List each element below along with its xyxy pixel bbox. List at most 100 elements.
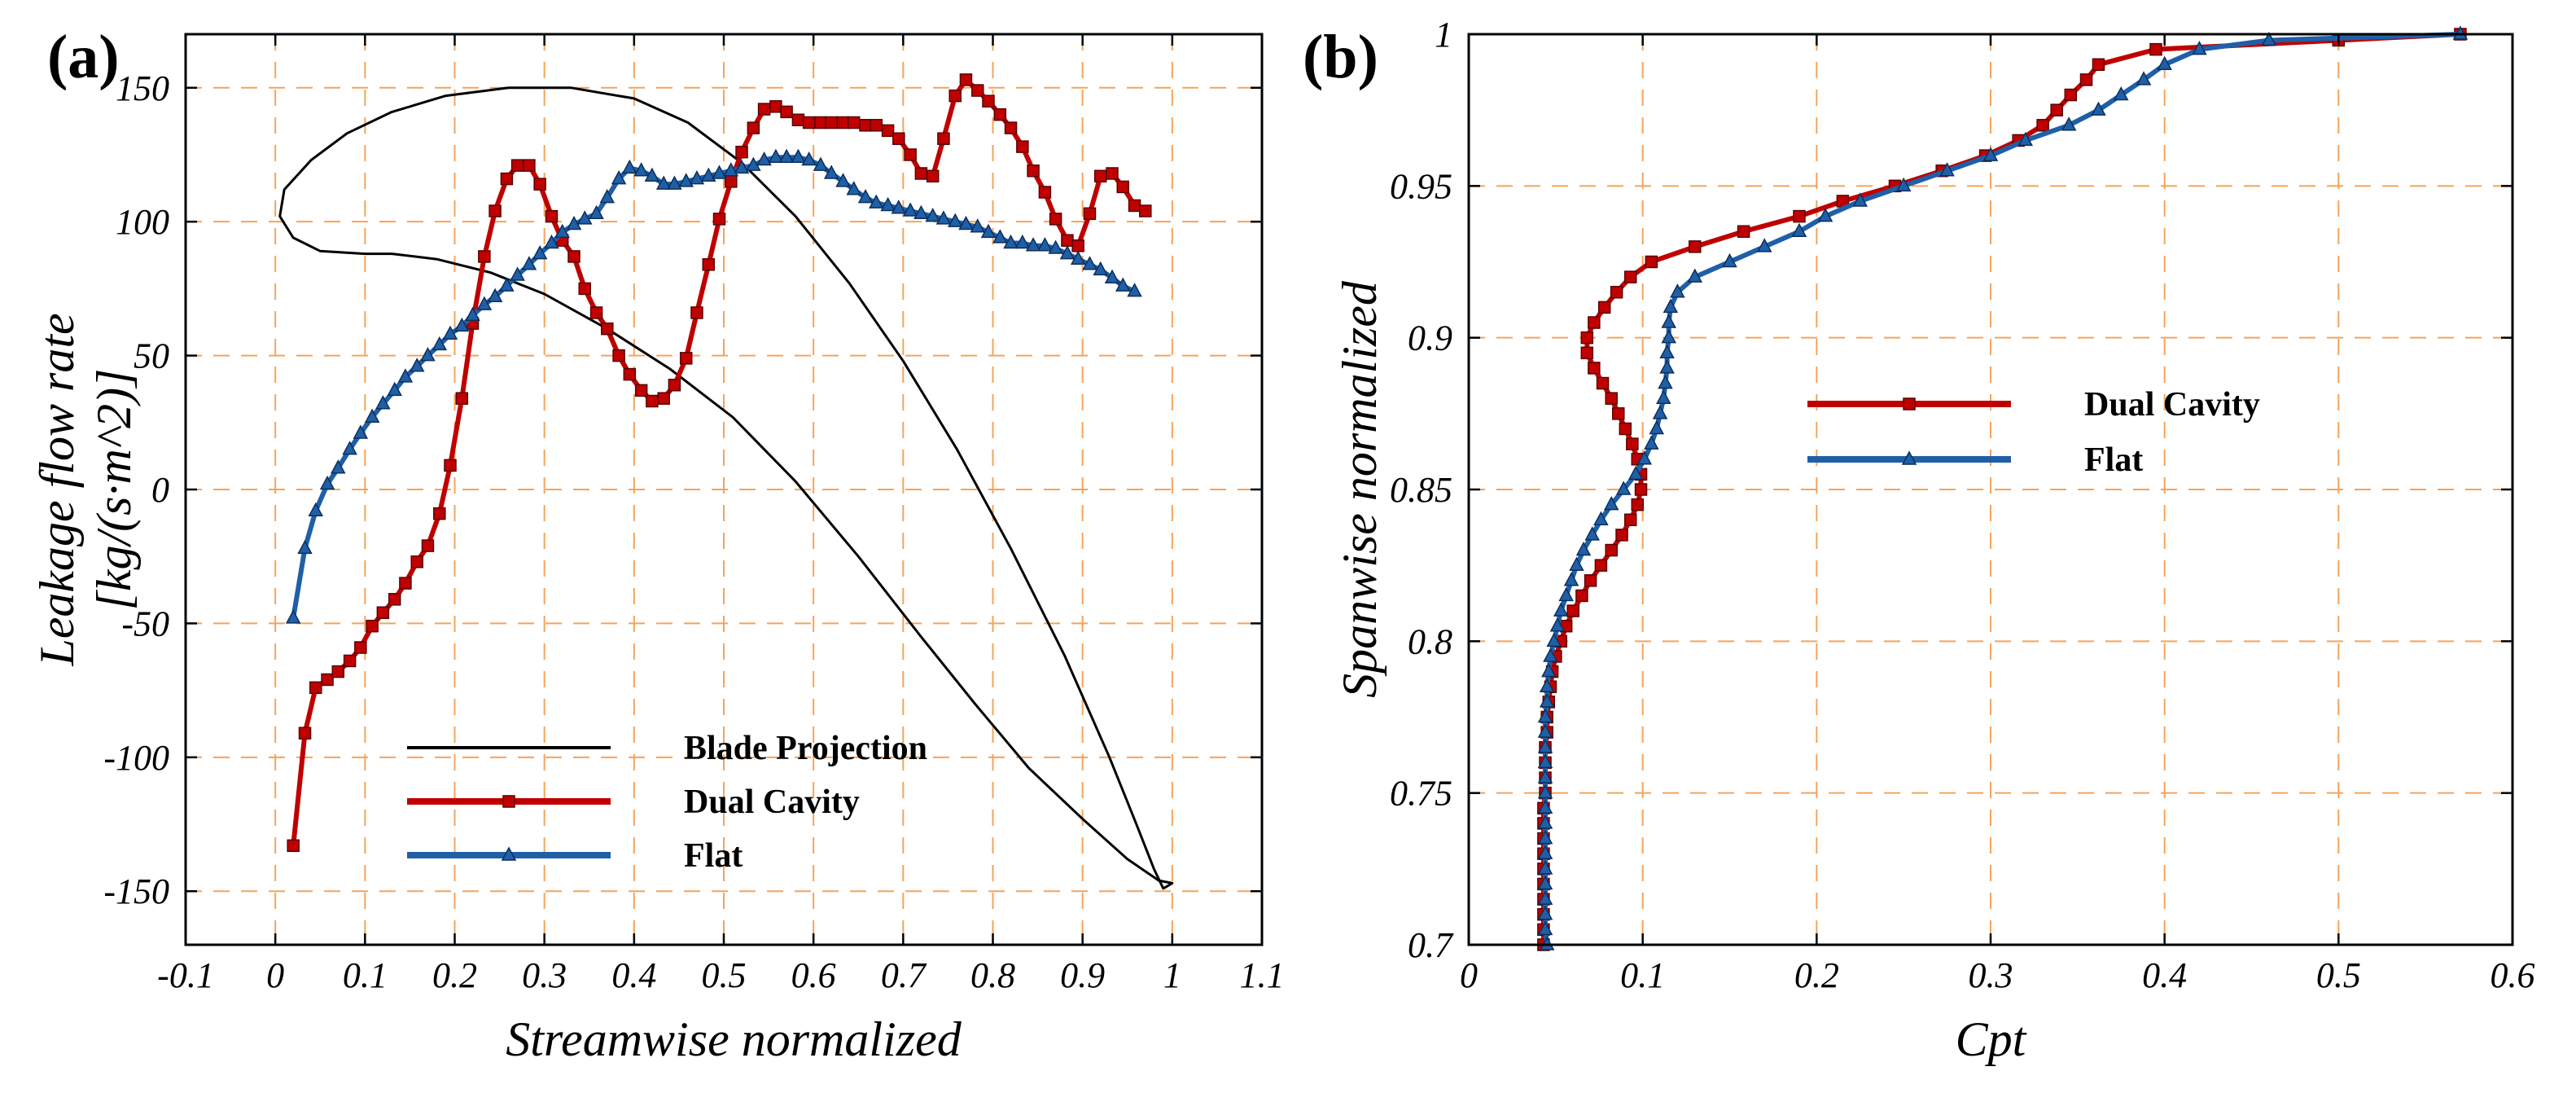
data-point-1-46 <box>1756 238 1772 252</box>
data-point-1-50 <box>1895 177 1912 192</box>
data-point-1-8 <box>1537 814 1553 829</box>
data-point-2-22 <box>532 245 548 260</box>
data-point-1-18 <box>1541 663 1557 678</box>
x-tick-label: 0.7 <box>881 955 927 995</box>
data-point-1-52 <box>870 119 883 132</box>
data-point-1-39 <box>725 175 738 188</box>
data-point-1-7 <box>366 619 379 633</box>
x-tick-label: 0.5 <box>702 955 747 995</box>
data-point-2-38 <box>712 165 727 179</box>
data-point-2-29 <box>611 169 627 185</box>
y-tick-label: 100 <box>116 202 169 242</box>
data-point-2-47 <box>813 156 829 171</box>
data-point-0-47 <box>1737 225 1750 238</box>
data-point-1-13 <box>433 507 446 520</box>
data-point-2-49 <box>835 173 851 187</box>
data-point-1-9 <box>1537 799 1553 814</box>
data-point-2-63 <box>992 229 1008 244</box>
legend-label: Dual Cavity <box>684 784 860 821</box>
data-point-1-73 <box>1106 167 1119 180</box>
data-point-1-29 <box>1603 496 1619 511</box>
data-point-1-14 <box>1537 723 1553 738</box>
data-point-0-27 <box>1615 529 1628 542</box>
data-point-2-64 <box>1003 234 1019 249</box>
data-point-1-40 <box>735 145 748 159</box>
panel-a-series <box>278 73 1174 890</box>
data-point-0-24 <box>1584 574 1597 587</box>
data-point-1-35 <box>1652 405 1668 419</box>
data-point-1-37 <box>702 258 716 271</box>
data-point-1-48 <box>1817 208 1833 222</box>
data-point-1-17 <box>1539 678 1555 692</box>
data-point-1-23 <box>1558 586 1574 602</box>
data-point-1-67 <box>1038 186 1052 199</box>
data-point-2-4 <box>331 459 346 474</box>
data-point-1-32 <box>646 394 659 408</box>
panel-b-legend: Dual Cavity Flat <box>1807 386 2260 479</box>
legend-marker <box>502 795 515 808</box>
data-point-1-60 <box>959 73 973 86</box>
data-point-1-49 <box>836 116 850 129</box>
data-point-1-38 <box>1659 359 1675 374</box>
data-point-1-56 <box>2114 86 2129 101</box>
data-point-1-61 <box>971 84 984 97</box>
data-point-2-18 <box>487 288 503 302</box>
data-point-1-46 <box>802 116 816 129</box>
data-point-0-35 <box>1612 407 1625 420</box>
data-point-1-55 <box>2091 101 2106 116</box>
data-point-1-59 <box>2192 41 2207 55</box>
data-point-1-36 <box>1656 389 1671 404</box>
data-point-2-3 <box>319 475 335 490</box>
data-point-2-35 <box>678 173 694 187</box>
y-tick-label: 150 <box>116 68 169 108</box>
data-point-0-56 <box>2064 88 2078 102</box>
series-flat <box>1537 25 2469 950</box>
legend-label: Blade Projection <box>684 730 927 767</box>
data-point-0-46 <box>1689 240 1702 253</box>
data-point-1-75 <box>1128 199 1141 213</box>
data-point-0-29 <box>1631 498 1645 511</box>
data-point-2-42 <box>756 151 772 166</box>
data-point-2-20 <box>510 266 525 281</box>
data-point-1-54 <box>892 132 905 145</box>
data-point-1-37 <box>1658 374 1673 389</box>
panel-a-ticks: -0.1 0 0.1 0.2 0.3 0.4 0.5 0.6 0.7 0.8 0.9 1 1.1 -150… <box>103 34 1285 995</box>
data-point-0-38 <box>1588 362 1601 375</box>
data-point-2-28 <box>599 188 616 204</box>
data-point-1-50 <box>847 116 861 129</box>
legend-marker <box>1903 397 1916 410</box>
data-point-1-58 <box>937 132 950 145</box>
data-point-2-13 <box>432 336 448 351</box>
data-point-1-26 <box>578 282 591 296</box>
x-tick-label: 1.1 <box>1240 955 1285 995</box>
y-tick-label: 0 <box>151 470 169 510</box>
data-point-1-18 <box>488 204 502 217</box>
data-point-1-33 <box>657 392 670 405</box>
data-point-1-12 <box>421 539 435 552</box>
data-point-0-57 <box>2079 73 2093 86</box>
y-tick-label: 1 <box>1435 15 1452 55</box>
data-point-1-29 <box>612 349 625 362</box>
data-point-1-30 <box>623 367 637 381</box>
x-tick-label: 0.3 <box>1969 955 2013 995</box>
data-point-1-59 <box>948 89 962 103</box>
data-point-1-47 <box>814 116 827 129</box>
x-tick-label: 0.2 <box>1794 955 1839 995</box>
panel-b-label: (b) <box>1303 23 1378 91</box>
data-point-2-66 <box>1025 237 1041 252</box>
data-point-1-41 <box>747 121 760 134</box>
x-tick-label: 0.6 <box>791 955 836 995</box>
data-point-1-34 <box>668 379 681 392</box>
panel-b: (b) 0 0.1 0.2 0.3 0.4 0.5 0.6 0.7 0.75 0.8 0.85 0.9… <box>1303 15 2535 1066</box>
data-point-2-37 <box>701 167 716 182</box>
y-tick-label: 0.85 <box>1390 470 1452 510</box>
data-point-1-62 <box>982 94 995 108</box>
data-point-1-0 <box>287 839 300 853</box>
data-point-0-54 <box>2036 119 2049 132</box>
data-point-1-7 <box>1537 829 1553 845</box>
data-point-1-31 <box>634 384 648 397</box>
data-point-1-30 <box>1615 481 1632 495</box>
data-point-1-23 <box>545 209 559 223</box>
y-tick-label: -150 <box>103 871 169 911</box>
